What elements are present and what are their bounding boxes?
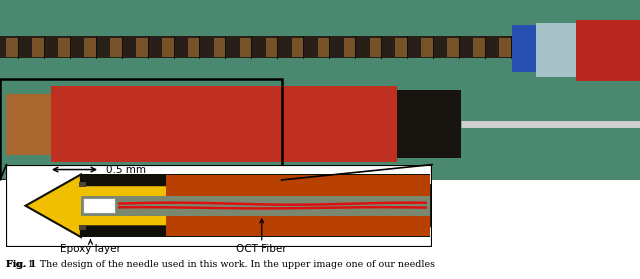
Bar — [162, 38, 173, 57]
Bar — [292, 38, 303, 57]
Bar — [397, 90, 461, 158]
Bar — [166, 175, 430, 185]
Bar — [81, 196, 430, 216]
Text: Fig. 1  The design of the needle used in this work. In the upper image one of ou: Fig. 1 The design of the needle used in … — [6, 260, 435, 269]
Text: 0.5 mm: 0.5 mm — [106, 165, 147, 175]
Bar — [136, 38, 148, 57]
Bar — [266, 38, 277, 57]
Text: Epoxy layer: Epoxy layer — [60, 244, 121, 254]
Text: Fig. 1: Fig. 1 — [6, 260, 36, 269]
Bar — [166, 185, 430, 196]
Bar — [512, 25, 536, 72]
Bar — [58, 38, 70, 57]
Bar — [317, 38, 329, 57]
Bar — [576, 20, 640, 81]
Bar — [369, 38, 381, 57]
Bar — [499, 38, 511, 57]
Polygon shape — [26, 174, 430, 237]
Text: OCT Fiber: OCT Fiber — [236, 244, 287, 254]
Bar — [536, 23, 576, 77]
Bar — [447, 38, 459, 57]
Bar — [421, 38, 433, 57]
Bar — [81, 174, 430, 237]
Bar — [344, 38, 355, 57]
Bar — [214, 38, 225, 57]
Bar — [0, 36, 512, 57]
Bar — [6, 38, 18, 57]
Bar — [79, 182, 86, 187]
Bar — [84, 38, 96, 57]
Bar — [166, 216, 430, 226]
Bar — [188, 38, 200, 57]
Bar — [33, 38, 44, 57]
Bar — [473, 38, 484, 57]
Bar — [79, 225, 86, 230]
Bar — [240, 38, 252, 57]
Bar — [166, 226, 430, 236]
Bar — [6, 93, 58, 155]
Bar — [0, 79, 282, 180]
Bar — [110, 38, 122, 57]
Bar — [83, 198, 115, 213]
Bar — [51, 86, 397, 162]
Bar — [396, 38, 407, 57]
